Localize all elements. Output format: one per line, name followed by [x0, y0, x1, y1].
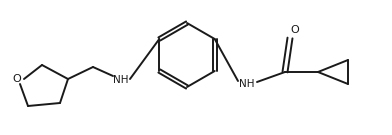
Text: O: O: [290, 25, 299, 35]
Text: NH: NH: [239, 79, 255, 89]
Text: O: O: [13, 74, 22, 84]
Text: NH: NH: [113, 75, 129, 85]
